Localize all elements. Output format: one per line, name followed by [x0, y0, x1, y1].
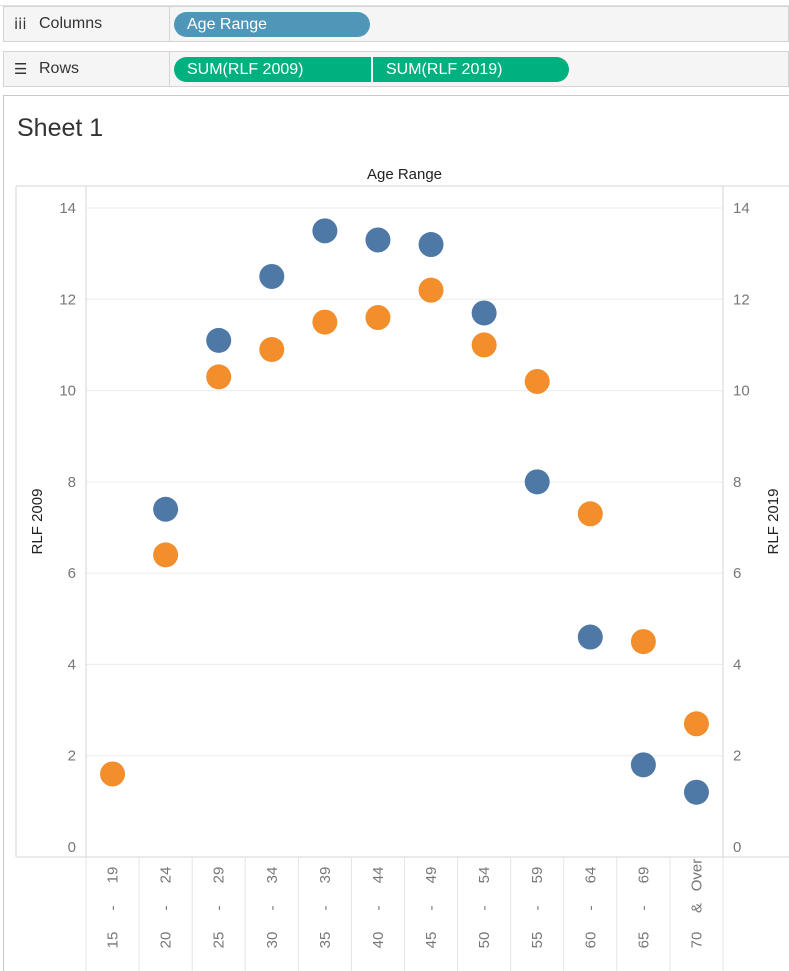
point-rlf-2019 [524, 368, 550, 394]
y-tick-label-left: 4 [68, 656, 76, 673]
point-rlf-2009 [206, 327, 232, 353]
point-rlf-2009 [471, 300, 497, 326]
y-tick-label-right: 4 [733, 656, 741, 673]
point-rlf-2009 [524, 469, 550, 495]
x-category-label: 35 [317, 932, 334, 949]
point-rlf-2009 [259, 263, 285, 289]
rows-shelf-label: ☰ Rows [4, 52, 170, 86]
x-category-label: - [635, 906, 652, 911]
x-category-label: 59 [529, 867, 546, 884]
y-tick-label-right: 6 [733, 565, 741, 582]
y-tick-label-right: 10 [733, 383, 750, 400]
x-category-label: - [423, 906, 440, 911]
columns-icon: iii [14, 15, 27, 33]
x-category-label: 45 [423, 932, 440, 949]
x-category-label: 70 [688, 932, 705, 949]
y-tick-label-right: 8 [733, 474, 741, 491]
age-range-pill[interactable]: Age Range [174, 12, 370, 37]
columns-label: Columns [39, 15, 103, 32]
point-rlf-2019 [206, 364, 232, 390]
point-rlf-2009 [577, 624, 603, 650]
x-category-label: 15 [105, 932, 122, 949]
point-rlf-2009 [683, 779, 709, 805]
sum-rlf-2009-pill[interactable]: SUM(RLF 2009) [174, 57, 371, 82]
x-category-label: - [264, 906, 281, 911]
x-category-label: 40 [370, 932, 387, 949]
y-tick-label-right: 14 [733, 200, 750, 217]
x-category-label: 54 [476, 867, 493, 884]
x-category-label: - [105, 906, 122, 911]
column-header-title: Age Range [367, 166, 442, 183]
point-rlf-2019 [630, 629, 656, 655]
x-category-label: 55 [529, 932, 546, 949]
sum-rlf-2019-pill[interactable]: SUM(RLF 2019) [373, 57, 569, 82]
x-category-label: 49 [423, 867, 440, 884]
point-rlf-2019 [418, 277, 444, 303]
x-category-label: 64 [582, 867, 599, 884]
y-tick-label-left: 8 [68, 474, 76, 491]
point-rlf-2009 [153, 496, 179, 522]
point-rlf-2009 [312, 218, 338, 244]
point-rlf-2019 [100, 761, 126, 787]
rows-label: Rows [39, 60, 80, 77]
y-tick-label-left: 14 [59, 200, 76, 217]
x-category-label: 50 [476, 932, 493, 949]
x-category-label: 29 [211, 867, 228, 884]
x-category-label: - [158, 906, 175, 911]
sheet-panel [3, 95, 789, 971]
rows-shelf[interactable]: ☰ Rows SUM(RLF 2009) SUM(RLF 2019) [3, 51, 789, 87]
y-tick-label-left: 10 [59, 383, 76, 400]
sheet-title: Sheet 1 [17, 114, 104, 142]
y-tick-label-left: 12 [59, 291, 76, 308]
point-rlf-2009 [418, 232, 444, 258]
columns-shelf-label: iii Columns [4, 7, 170, 41]
y-tick-label-right: 2 [733, 748, 741, 765]
rows-icon: ☰ [14, 60, 28, 78]
point-rlf-2009 [630, 752, 656, 778]
x-category-label: 34 [264, 867, 281, 884]
y-axis-title-right: RLF 2019 [765, 489, 782, 555]
point-rlf-2019 [259, 336, 285, 362]
x-category-label: - [529, 906, 546, 911]
x-category-label: 60 [582, 932, 599, 949]
y-tick-label-left: 6 [68, 565, 76, 582]
x-category-label: - [211, 906, 228, 911]
x-category-label: 44 [370, 867, 387, 884]
x-category-label: - [370, 906, 387, 911]
x-category-label: - [476, 906, 493, 911]
y-tick-label-left: 2 [68, 748, 76, 765]
x-category-label: 19 [105, 867, 122, 884]
columns-shelf[interactable]: iii Columns Age Range [3, 6, 789, 42]
x-category-label: 69 [635, 867, 652, 884]
y-tick-label-left: 0 [68, 839, 76, 856]
x-category-label: 25 [211, 932, 228, 949]
y-tick-label-right: 0 [733, 839, 741, 856]
x-category-label: & [688, 903, 705, 913]
point-rlf-2019 [471, 332, 497, 358]
x-category-label: 20 [158, 932, 175, 949]
point-rlf-2019 [312, 309, 338, 335]
x-category-label: 24 [158, 867, 175, 884]
point-rlf-2009 [365, 227, 391, 253]
x-category-label: 39 [317, 867, 334, 884]
y-axis-title-left: RLF 2009 [29, 489, 46, 555]
x-category-label: 65 [635, 932, 652, 949]
point-rlf-2019 [365, 305, 391, 331]
top-strip [0, 0, 789, 6]
point-rlf-2019 [153, 542, 179, 568]
x-category-label: - [317, 906, 334, 911]
y-tick-label-right: 12 [733, 291, 750, 308]
x-category-label: - [582, 906, 599, 911]
point-rlf-2019 [683, 711, 709, 737]
x-category-label: Over [688, 859, 705, 892]
x-category-label: 30 [264, 932, 281, 949]
point-rlf-2019 [577, 501, 603, 527]
